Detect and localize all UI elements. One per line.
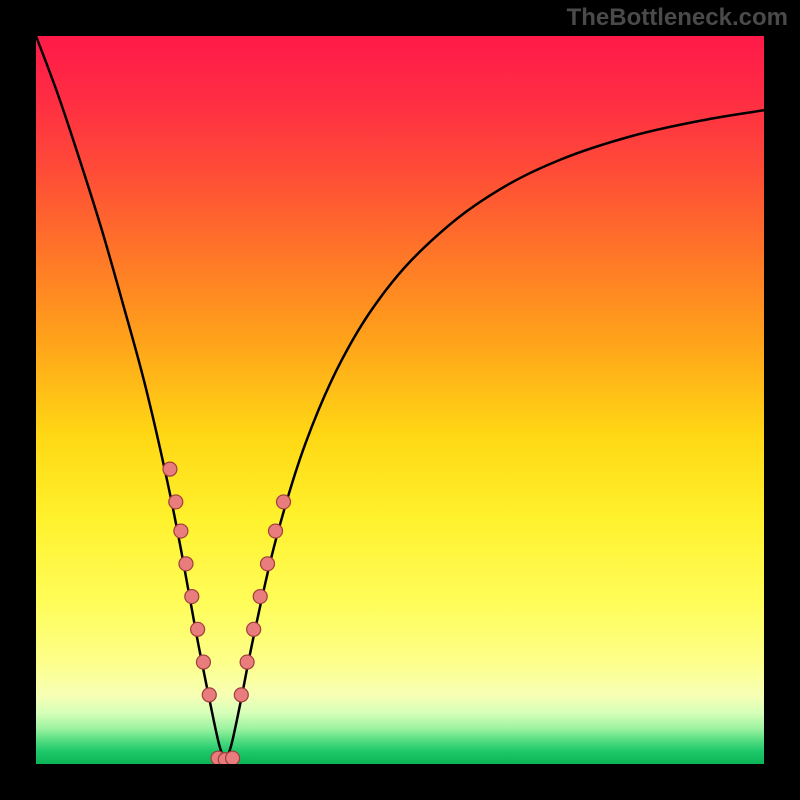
data-point <box>174 524 188 538</box>
markers-bottom <box>211 751 240 764</box>
data-point <box>234 688 248 702</box>
data-point <box>191 622 205 636</box>
data-point <box>240 655 254 669</box>
data-point <box>253 590 267 604</box>
data-point <box>185 590 199 604</box>
data-point <box>277 495 291 509</box>
data-point <box>179 557 193 571</box>
watermark-text: TheBottleneck.com <box>567 4 788 32</box>
gradient-background <box>36 36 764 764</box>
plot-area <box>36 36 764 764</box>
data-point <box>261 557 275 571</box>
data-point <box>163 462 177 476</box>
data-point <box>169 495 183 509</box>
data-point <box>269 524 283 538</box>
data-point <box>247 622 261 636</box>
data-point <box>202 688 216 702</box>
data-point <box>226 751 240 764</box>
data-point <box>196 655 210 669</box>
plot-svg <box>36 36 764 764</box>
